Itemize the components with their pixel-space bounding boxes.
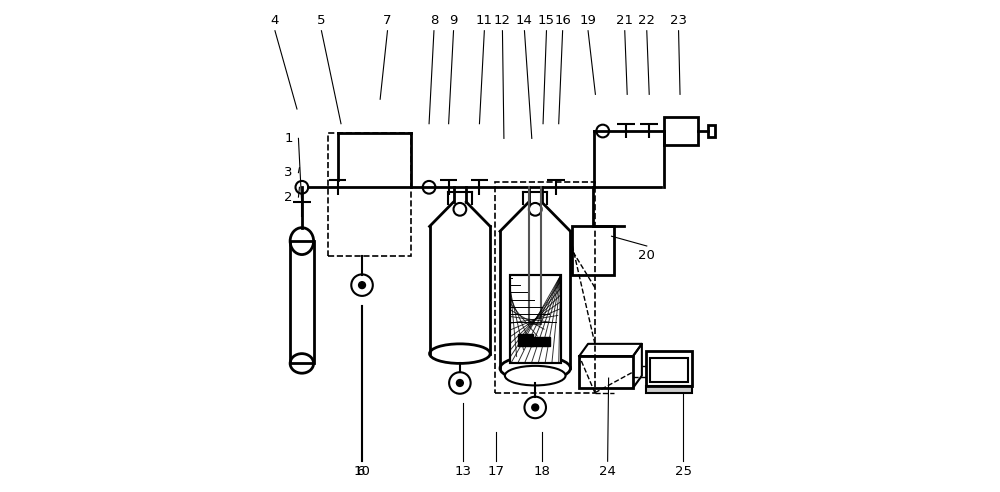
Text: 13: 13 (455, 464, 472, 478)
Bar (495, 183, 595, 393)
Bar (579, 356, 633, 388)
Text: 6: 6 (356, 464, 365, 478)
Text: 10: 10 (354, 464, 370, 478)
Text: 23: 23 (670, 14, 687, 28)
Text: 15: 15 (538, 14, 555, 28)
Bar (328, 133, 411, 256)
Text: 5: 5 (317, 14, 326, 28)
Bar (646, 351, 692, 386)
Text: 9: 9 (449, 14, 458, 28)
Bar (530, 338, 550, 346)
Text: 19: 19 (580, 14, 596, 28)
Bar (510, 276, 561, 364)
Bar (572, 226, 614, 276)
Text: 3: 3 (284, 166, 293, 179)
Text: 12: 12 (494, 14, 511, 28)
Text: 8: 8 (430, 14, 438, 28)
Text: 25: 25 (675, 464, 692, 478)
Text: 14: 14 (516, 14, 533, 28)
Text: 24: 24 (599, 464, 616, 478)
Bar (708, 125, 715, 137)
Text: 18: 18 (533, 464, 550, 478)
Text: 7: 7 (383, 14, 392, 28)
Bar (650, 358, 688, 382)
Text: 17: 17 (488, 464, 505, 478)
Text: 21: 21 (616, 14, 633, 28)
Text: 4: 4 (271, 14, 279, 28)
Text: 11: 11 (476, 14, 493, 28)
Bar (664, 117, 698, 145)
Circle shape (359, 282, 365, 289)
Text: 22: 22 (638, 14, 655, 28)
Text: 16: 16 (554, 14, 571, 28)
Bar (518, 334, 533, 346)
Bar (510, 276, 561, 364)
Text: 20: 20 (638, 249, 655, 262)
Bar (290, 241, 314, 364)
Bar (646, 386, 692, 393)
Text: 2: 2 (284, 190, 293, 204)
Text: 1: 1 (284, 132, 293, 145)
Circle shape (456, 379, 463, 386)
Ellipse shape (505, 366, 566, 385)
Circle shape (532, 404, 539, 411)
